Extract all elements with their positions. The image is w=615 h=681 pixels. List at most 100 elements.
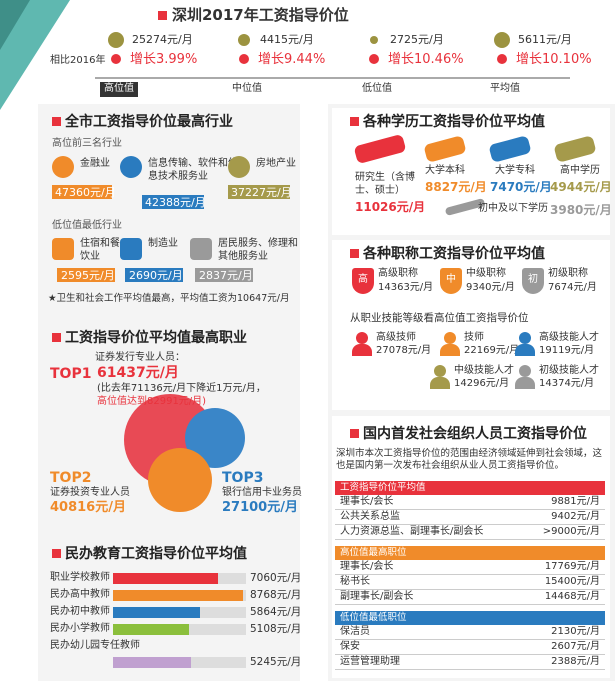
skill-name: 高级技能人才 [539,332,599,343]
table-header [335,481,605,494]
value-box [57,268,115,282]
row-line [335,574,605,575]
industry-name: 居民服务、修理和其他服务业 [218,238,298,262]
bar-label: 5108元/月 [250,623,302,635]
row-value: 9881元/月 [551,496,600,507]
value-box [195,268,253,282]
job: 证券发行专业人员： [95,352,185,363]
industry-value: 42388元/月 [145,196,206,209]
section-title: 工资指导价位平均值最高职业 [65,330,247,346]
row-name: 理事长/会长 [340,561,394,572]
badge [522,268,544,294]
column-label: 低位值 [362,83,392,94]
row-value: 17769元/月 [544,561,600,572]
industry-value: 2837元/月 [199,269,253,282]
table-header-text: 高位值最高职位 [340,547,407,558]
table-line [335,494,605,495]
section-title: 各种职称工资指导价位平均值 [363,246,545,262]
skill-icon [440,344,460,356]
value-box [52,185,112,199]
skill-icon [352,344,372,356]
teacher-name: 民办初中教师 [50,606,110,617]
growth-dot [497,54,507,64]
growth: 增长3.99% [130,52,198,67]
grade-name: 中级职称 [466,268,506,279]
industry-value: 47360元/月 [55,186,116,199]
skill-name: 初级技能人才 [539,365,599,376]
row-value: >9000元/月 [542,526,600,537]
industry-value: 37227元/月 [231,186,292,199]
degree-name: 初中及以下学历 [478,203,548,214]
growth: 增长10.10% [516,52,592,67]
row-value: 2130元/月 [551,626,600,637]
teacher-name: 民办高中教师 [50,589,110,600]
industry-value: 2595元/月 [61,269,115,282]
row-value: 2607元/月 [551,641,600,652]
bar [113,657,191,668]
table-line [335,559,605,560]
row-value: 15400元/月 [544,576,600,587]
row-line [335,524,605,525]
row-name: 副理事长/副会长 [340,591,414,602]
amount-dot [494,32,510,48]
degree-name: 大学本科 [425,165,465,176]
amount: 5611元/月 [518,33,572,46]
table-header-text: 工资指导价位平均值 [340,482,426,493]
grade-name: 初级职称 [548,268,588,279]
grade-value: 9340元/月 [466,282,515,293]
degree-value: 8827元/月 [425,180,487,194]
red-square [158,11,167,20]
red-square [52,333,61,342]
growth-dot [111,54,121,64]
growth: 增长10.46% [388,52,464,67]
red-square [52,117,61,126]
section-title: 各种学历工资指导价位平均值 [363,114,545,130]
industry-icon [228,156,250,178]
rank: TOP2 [50,470,92,486]
row-name: 保安 [340,641,360,652]
skill-icon [434,365,446,377]
subtitle: 低位值最低行业 [52,220,122,231]
bar-label: 8768元/月 [250,589,302,601]
badge-text: 高 [358,274,368,285]
amount-dot [108,32,124,48]
value-box [125,268,183,282]
row-line [335,589,605,590]
table-header [335,611,605,624]
skill-icon [444,332,456,344]
amount: 2725元/月 [390,33,444,46]
industry-name: 住宿和餐饮业 [80,238,120,262]
column-label: 平均值 [490,83,520,94]
row-name: 理事长/会长 [340,496,394,507]
bar [113,624,189,635]
industry-icon [120,238,142,260]
skill-icon [519,332,531,344]
industry-name: 金融业 [80,158,110,169]
table-header-text: 低位值最低职位 [340,612,407,623]
teacher-name: 民办小学教师 [50,623,110,634]
grade-value: 14363元/月 [378,282,434,293]
industry-icon [120,156,142,178]
amount: 4415元/月 [260,33,314,46]
row-line [335,604,605,605]
growth: 增长9.44% [258,52,326,67]
degree-value: 4944元/月 [550,180,612,194]
row-name: 秘书长 [340,576,370,587]
badge [352,268,374,294]
grade-value: 7674元/月 [548,282,597,293]
industry-icon [52,238,74,260]
industry-icon [52,156,74,178]
section-title: 民办教育工资指导价位平均值 [65,546,247,562]
badge [440,268,462,294]
bar-label: 7060元/月 [250,572,302,584]
teacher-name: 民办幼儿园专任教师 [50,640,140,651]
grade-name: 高级职称 [378,268,418,279]
section-title: 国内首发社会组织人员工资指导价位 [363,426,587,442]
section-title: 全市工资指导价位最高行业 [65,114,233,130]
degree-name: 大学专科 [495,165,535,176]
bar [113,573,218,584]
skill-value: 14374元/月 [539,378,595,389]
bar [113,607,200,618]
red-square [350,249,359,258]
industry-value: 2690元/月 [129,269,183,282]
